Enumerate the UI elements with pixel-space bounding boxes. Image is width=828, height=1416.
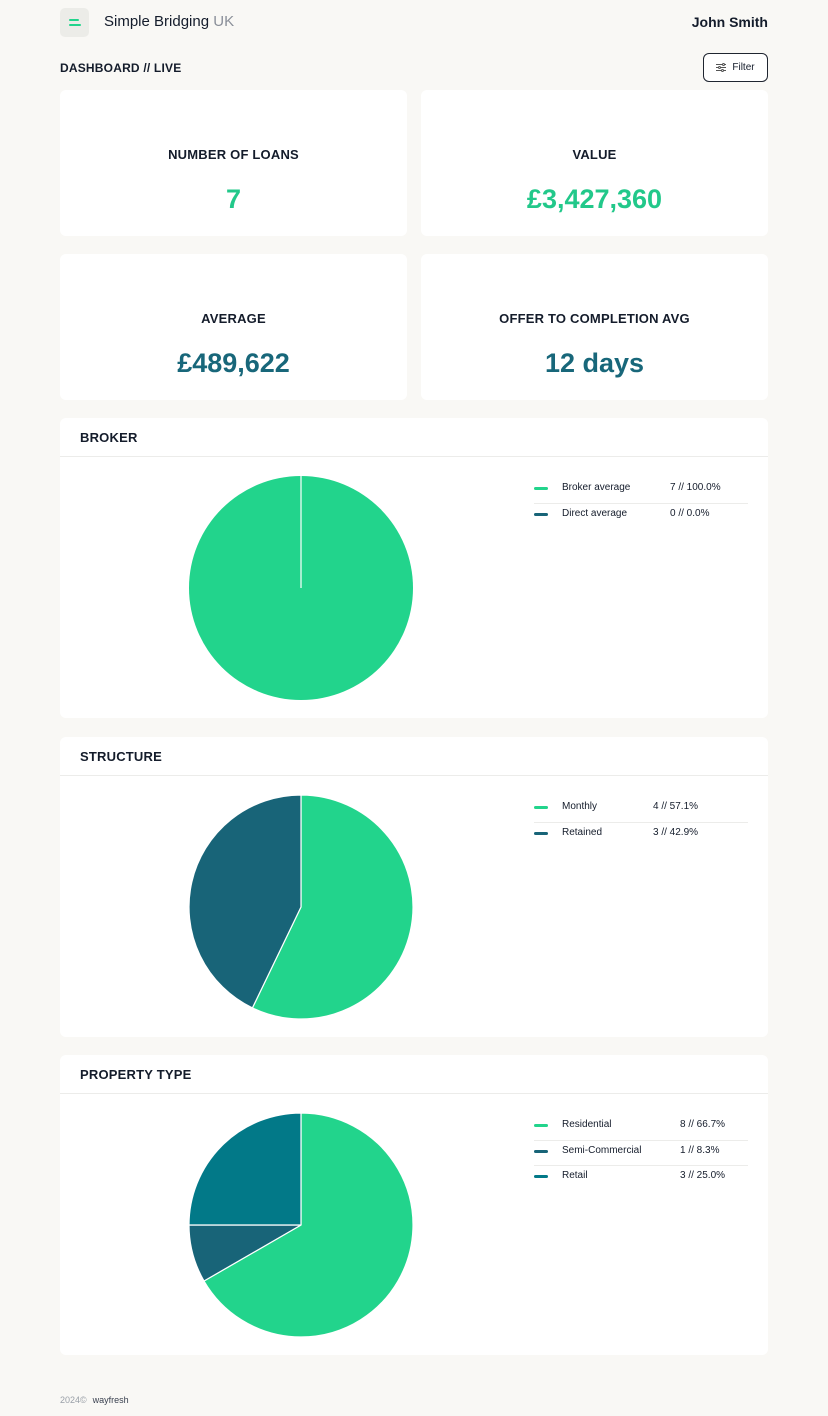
- legend-label: Monthly: [562, 801, 598, 812]
- legend-item[interactable]: Direct average 0 // 0.0%: [534, 503, 748, 528]
- pie-slice-retained[interactable]: [188, 794, 302, 1009]
- broker-pie-chart: [189, 476, 413, 700]
- stat-value: £489,622: [177, 348, 290, 378]
- legend-swatch: [534, 1175, 548, 1178]
- stat-card-offer-to-completion: OFFER TO COMPLETION AVG 12 days: [421, 254, 768, 400]
- stat-label: NUMBER OF LOANS: [168, 147, 299, 162]
- legend-value: 3 // 42.9%: [653, 827, 699, 838]
- legend-item[interactable]: Monthly 4 // 57.1%: [534, 797, 748, 822]
- app-header: Simple Bridging UK John Smith: [60, 8, 768, 38]
- brand-main: Simple Bridging: [104, 13, 210, 30]
- legend-value: 8 // 66.7%: [680, 1119, 726, 1130]
- user-name[interactable]: John Smith: [691, 14, 768, 30]
- stat-card-average: AVERAGE £489,622: [60, 254, 407, 400]
- stat-value: 7: [225, 184, 242, 214]
- legend-item[interactable]: Retail 3 // 25.0%: [534, 1165, 748, 1190]
- legend-item[interactable]: Residential 8 // 66.7%: [534, 1115, 748, 1140]
- legend-label: Semi-Commercial: [562, 1145, 642, 1156]
- footer-credit-link[interactable]: wayfresh: [92, 1395, 129, 1405]
- legend-swatch: [534, 806, 548, 809]
- legend-value: 7 // 100.0%: [670, 482, 721, 493]
- brand-name[interactable]: Simple Bridging UK: [104, 13, 234, 30]
- legend-label: Direct average: [562, 508, 628, 519]
- pie-slice-residential[interactable]: [203, 1112, 414, 1338]
- stat-label: OFFER TO COMPLETION AVG: [499, 311, 690, 326]
- legend-item[interactable]: Semi-Commercial 1 // 8.3%: [534, 1140, 748, 1165]
- stat-label: VALUE: [572, 147, 617, 162]
- sliders-icon: [716, 63, 727, 72]
- panel-title: PROPERTY TYPE: [80, 1067, 192, 1082]
- brand-suffix: UK: [213, 13, 235, 30]
- pie-slice-retail[interactable]: [188, 1112, 302, 1226]
- legend-value: 3 // 25.0%: [680, 1170, 726, 1181]
- legend-value: 4 // 57.1%: [653, 801, 699, 812]
- panel-title: BROKER: [80, 430, 138, 445]
- legend-label: Retail: [562, 1170, 588, 1181]
- legend-swatch: [534, 1124, 548, 1127]
- property-type-pie-chart: [188, 1112, 414, 1338]
- legend-label: Broker average: [562, 482, 631, 493]
- property-type-legend: Residential 8 // 66.7% Semi-Commercial 1 //…: [534, 1115, 748, 1190]
- broker-panel: BROKER Broker average 7 // 100.0% Direct a…: [60, 418, 768, 718]
- legend-swatch: [534, 487, 548, 490]
- stat-value: 12 days: [544, 348, 645, 378]
- legend-swatch: [534, 513, 548, 516]
- legend-value: 0 // 0.0%: [670, 508, 710, 519]
- broker-legend: Broker average 7 // 100.0% Direct average 0…: [534, 478, 748, 528]
- panel-title: STRUCTURE: [80, 749, 162, 764]
- legend-item[interactable]: Broker average 7 // 100.0%: [534, 478, 748, 503]
- pie-slice-monthly[interactable]: [251, 794, 414, 1020]
- stat-value: £3,427,360: [526, 184, 663, 214]
- footer-year: 2024©: [60, 1395, 87, 1405]
- legend-label: Retained: [562, 827, 603, 838]
- legend-swatch: [534, 832, 548, 835]
- structure-pie-chart: [188, 794, 414, 1020]
- menu-lines-icon[interactable]: [60, 8, 89, 37]
- stat-card-value: VALUE £3,427,360: [421, 90, 768, 236]
- legend-value: 1 // 8.3%: [680, 1145, 720, 1156]
- page-title: DASHBOARD // LIVE: [60, 61, 182, 75]
- legend-label: Residential: [562, 1119, 612, 1130]
- property-type-panel: PROPERTY TYPE Residential 8 // 66.7% Semi-…: [60, 1055, 768, 1355]
- legend-item[interactable]: Retained 3 // 42.9%: [534, 822, 748, 847]
- structure-panel: STRUCTURE Monthly 4 // 57.1% Retained 3 // …: [60, 737, 768, 1037]
- filter-button[interactable]: Filter: [703, 53, 768, 82]
- stat-card-number-of-loans: NUMBER OF LOANS 7: [60, 90, 407, 236]
- legend-swatch: [534, 1150, 548, 1153]
- footer: 2024© wayfresh: [60, 1395, 129, 1405]
- structure-legend: Monthly 4 // 57.1% Retained 3 // 42.9%: [534, 797, 748, 847]
- filter-button-label: Filter: [732, 62, 755, 73]
- stat-label: AVERAGE: [201, 311, 266, 326]
